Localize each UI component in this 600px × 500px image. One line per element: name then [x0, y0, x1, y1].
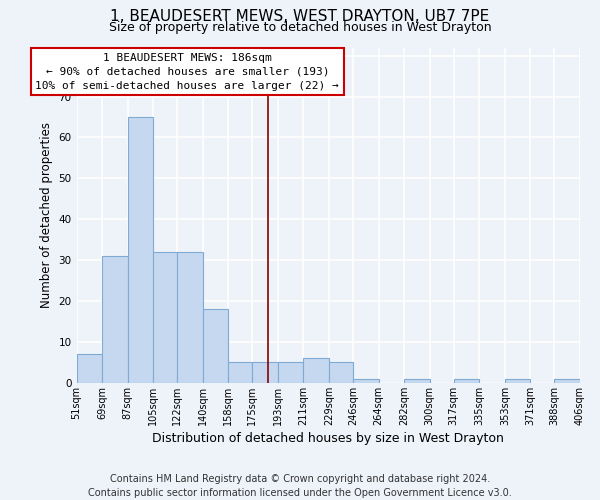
Bar	[128, 117, 153, 383]
Bar	[454, 379, 479, 383]
Bar	[102, 256, 128, 383]
Bar	[329, 362, 353, 383]
Bar	[229, 362, 253, 383]
Bar	[203, 310, 229, 383]
Bar	[304, 358, 329, 383]
Bar	[554, 379, 580, 383]
Y-axis label: Number of detached properties: Number of detached properties	[40, 122, 53, 308]
Bar	[177, 252, 203, 383]
Bar	[253, 362, 278, 383]
Text: 1, BEAUDESERT MEWS, WEST DRAYTON, UB7 7PE: 1, BEAUDESERT MEWS, WEST DRAYTON, UB7 7P…	[110, 9, 490, 24]
Bar	[353, 379, 379, 383]
Bar	[153, 252, 177, 383]
Text: Size of property relative to detached houses in West Drayton: Size of property relative to detached ho…	[109, 21, 491, 34]
Text: Contains HM Land Registry data © Crown copyright and database right 2024.
Contai: Contains HM Land Registry data © Crown c…	[88, 474, 512, 498]
Bar	[505, 379, 530, 383]
X-axis label: Distribution of detached houses by size in West Drayton: Distribution of detached houses by size …	[152, 432, 504, 445]
Bar	[77, 354, 102, 383]
Bar	[404, 379, 430, 383]
Text: 1 BEAUDESERT MEWS: 186sqm
← 90% of detached houses are smaller (193)
10% of semi: 1 BEAUDESERT MEWS: 186sqm ← 90% of detac…	[35, 52, 339, 90]
Bar	[278, 362, 304, 383]
